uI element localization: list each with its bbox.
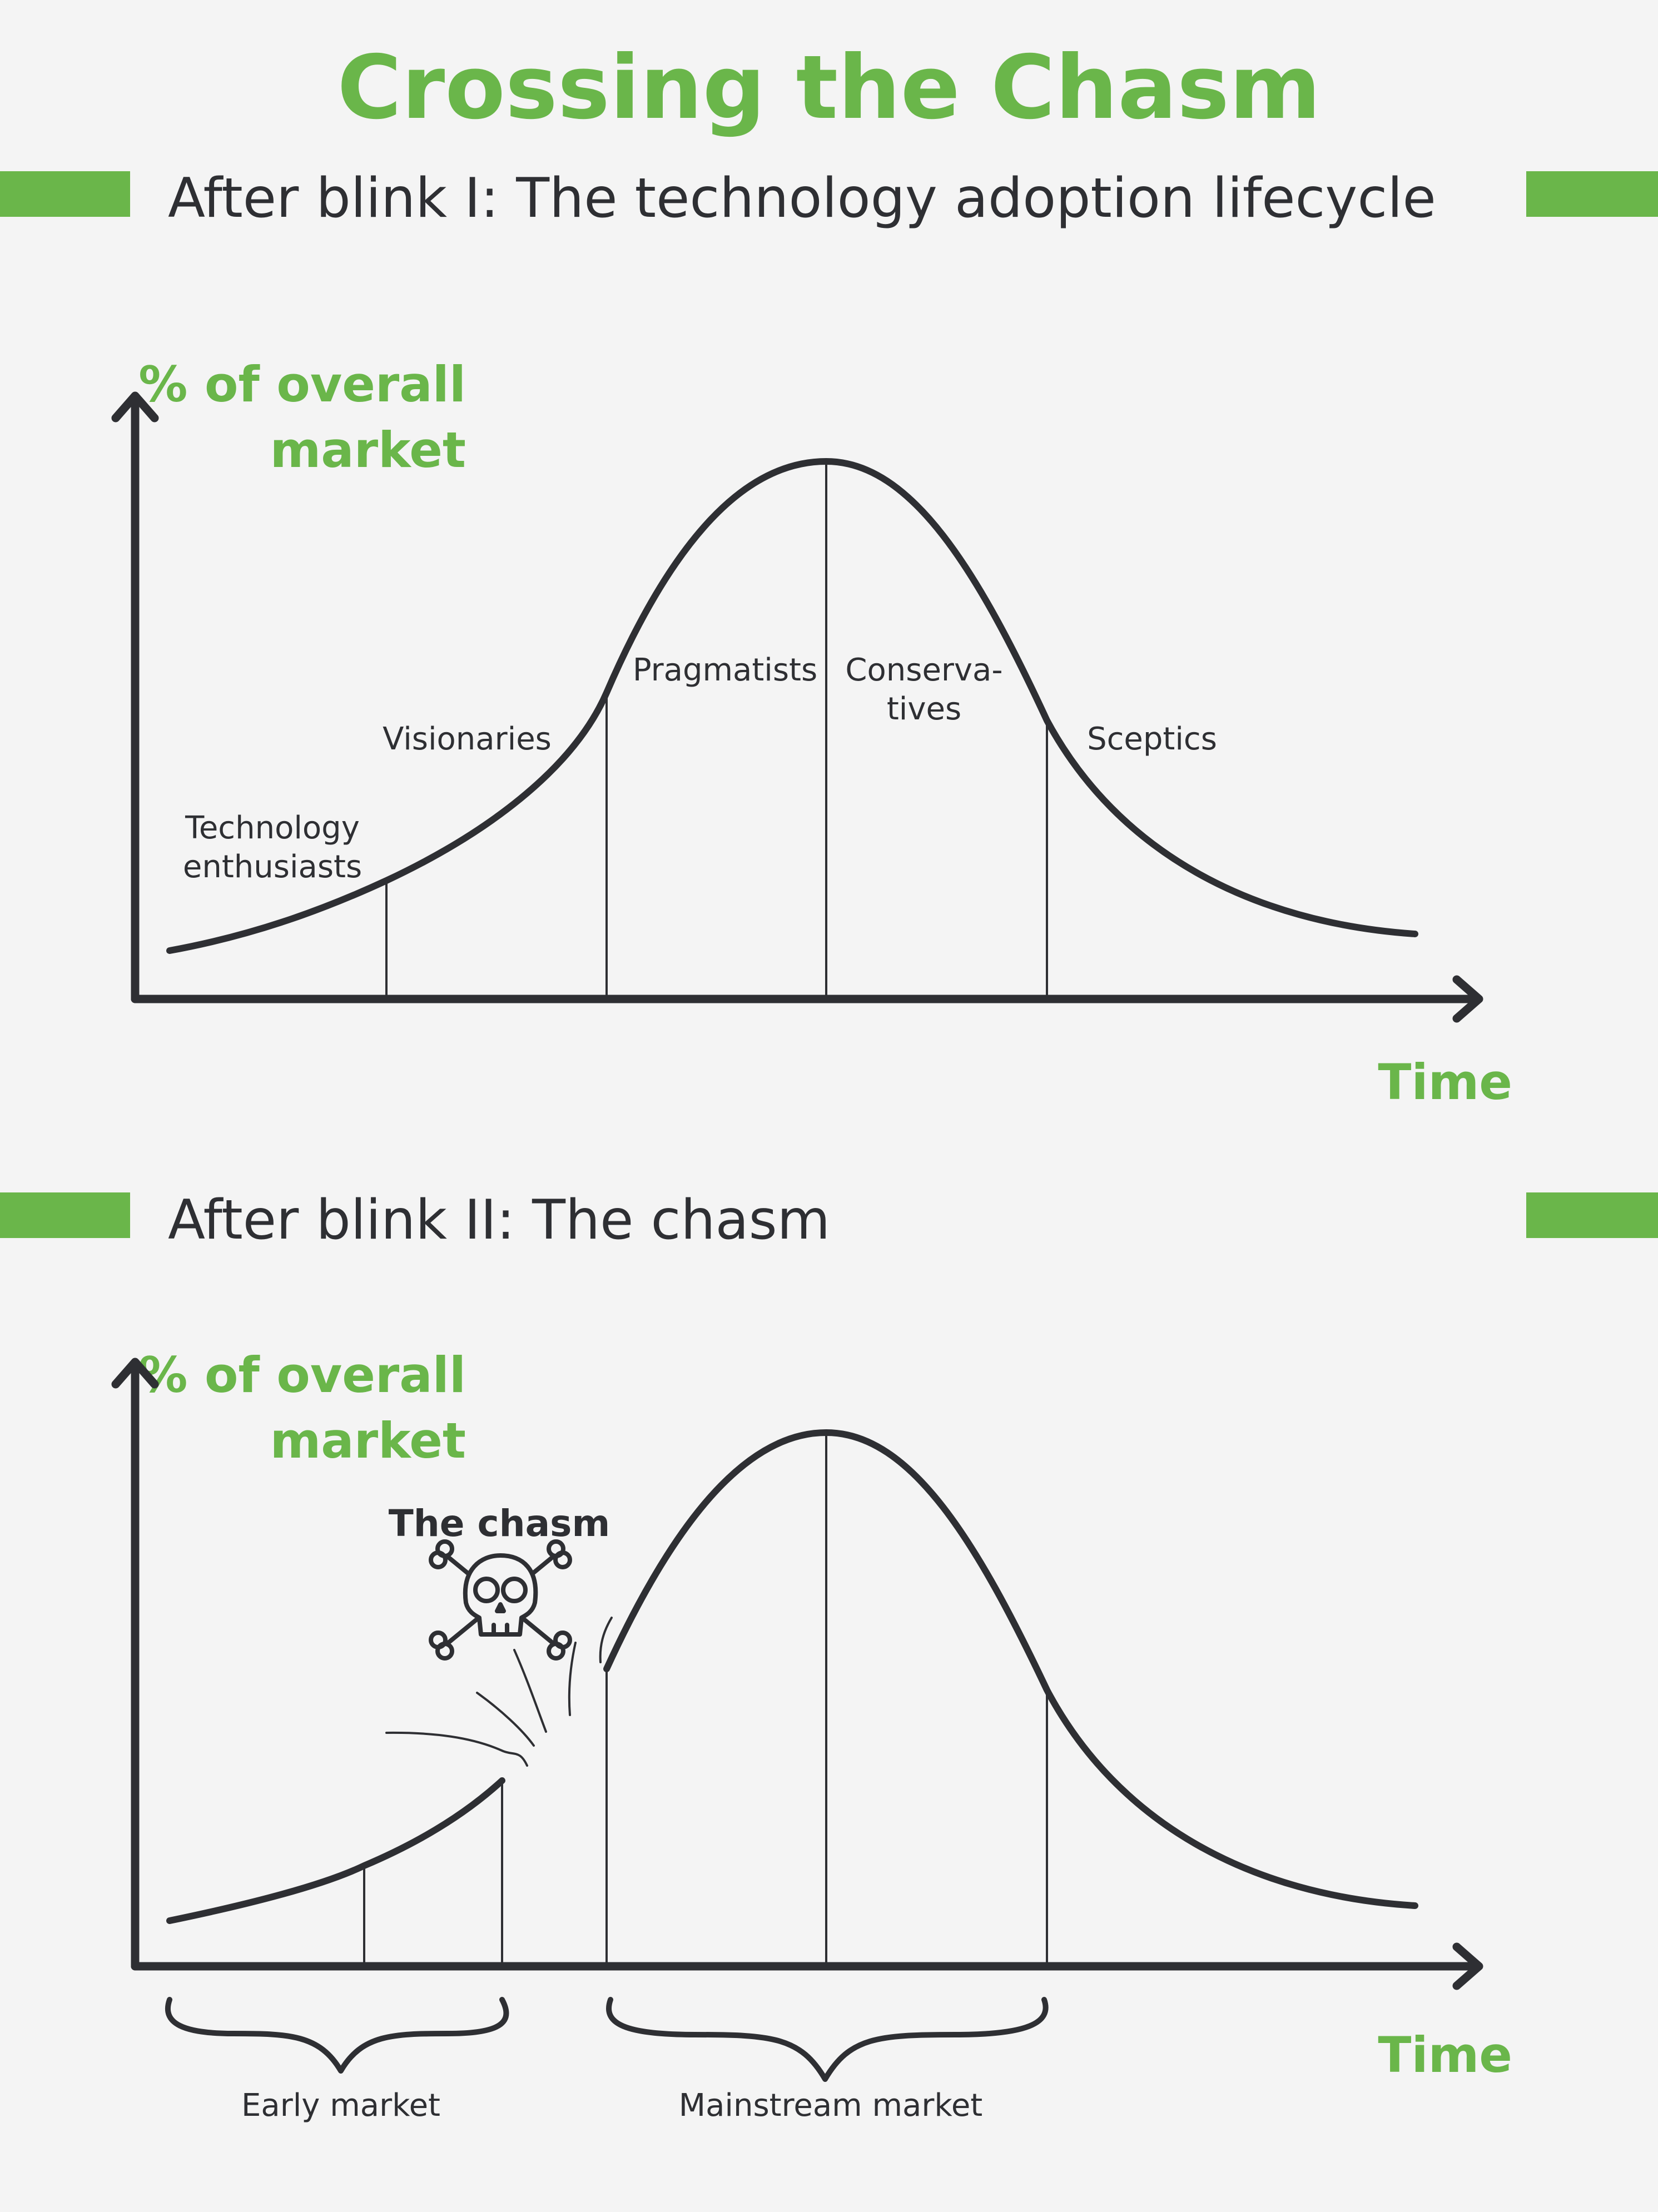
page-title: Crossing the Chasm: [337, 37, 1321, 139]
heading-bar-left-2: [0, 1192, 130, 1238]
y-axis-label-line2: market: [270, 421, 466, 479]
section-heading: After blink I: The technology adoption l…: [168, 167, 1436, 230]
segment-label-pragmatists: Pragmatists: [633, 652, 817, 688]
section-technology-adoption-lifecycle: After blink I: The technology adoption l…: [0, 167, 1658, 1111]
mainstream-market-brace: [606, 1997, 1049, 2082]
segment-label-sceptics: Sceptics: [1087, 721, 1217, 757]
mainstream-market-label: Mainstream market: [679, 2087, 982, 2124]
early-market-curve: [166, 1777, 505, 1924]
x-axis-label: Time: [1378, 1053, 1512, 1111]
early-market-brace: [165, 1997, 509, 2074]
y-axis-2: [111, 1358, 159, 1971]
x-axis-2: [131, 1942, 1483, 1990]
segment-label-conservatives: Conserva-: [845, 652, 1002, 688]
chasm-crash-lines: [385, 1617, 613, 1767]
heading-bar-right: [1526, 171, 1658, 217]
y-axis: [111, 391, 159, 1003]
section-heading-2: After blink II: The chasm: [168, 1189, 830, 1252]
section-the-chasm: After blink II: The chasm % of overall m…: [0, 1189, 1658, 2124]
skull-and-crossbones-icon: [429, 1539, 572, 1661]
early-market-label: Early market: [241, 2087, 440, 2124]
y-axis-label: % of overall: [138, 356, 466, 413]
x-axis-label-2: Time: [1378, 2026, 1512, 2084]
y-axis-label-2: % of overall: [138, 1346, 466, 1404]
segment-label-conservatives-line2: tives: [887, 691, 961, 727]
segment-label-technology-enthusiasts-line2: enthusiasts: [183, 849, 362, 885]
y-axis-label-2-line2: market: [270, 1412, 466, 1469]
x-axis: [131, 975, 1483, 1023]
heading-bar-right-2: [1526, 1192, 1658, 1238]
segment-label-visionaries: Visionaries: [383, 721, 552, 757]
heading-bar-left: [0, 171, 130, 217]
mainstream-market-curve: [603, 1429, 1418, 1909]
chasm-label: The chasm: [389, 1502, 610, 1545]
adoption-bell-curve: [166, 458, 1418, 954]
segment-label-technology-enthusiasts: Technology: [185, 810, 360, 846]
